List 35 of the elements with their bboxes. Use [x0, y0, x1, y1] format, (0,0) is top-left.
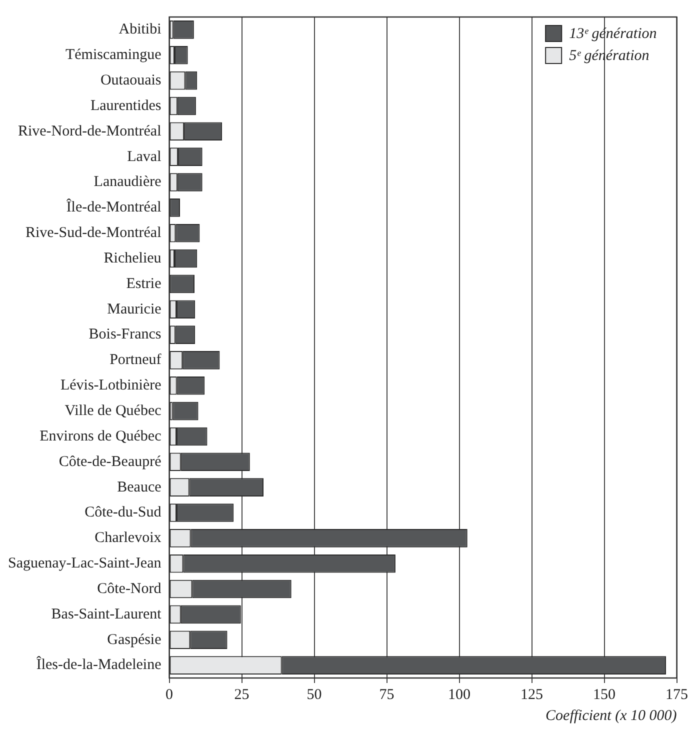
- y-tick-label: Côte-du-Sud: [84, 504, 162, 521]
- y-tick-label: Témiscamingue: [65, 47, 162, 64]
- y-tick-label: Île-de-Montréal: [66, 198, 162, 216]
- x-tick-label: 100: [448, 686, 471, 703]
- y-tick-label: Environs de Québec: [40, 428, 162, 444]
- y-tick-label: Côte-de-Beaupré: [58, 454, 162, 470]
- y-tick-label: Abitibi: [118, 22, 162, 38]
- x-tick-label: 75: [379, 686, 394, 703]
- x-tick-label: 25: [234, 686, 250, 703]
- y-tick-label: Saguenay-Lac-Saint-Jean: [8, 556, 162, 572]
- y-tick-label: Rive-Nord-de-Montréal: [18, 123, 162, 140]
- x-tick-label: 175: [666, 686, 688, 703]
- x-axis-title: Coefficient (x 10 000): [546, 708, 677, 724]
- y-tick-label: Rive-Sud-de-Montréal: [25, 225, 162, 242]
- y-tick-label: Îles-de-la-Madeleine: [36, 656, 162, 674]
- y-tick-label: Portneuf: [110, 352, 162, 368]
- y-tick-label: Bas-Saint-Laurent: [51, 606, 162, 622]
- y-tick-label: Estrie: [126, 276, 162, 292]
- x-tick-label: 0: [166, 686, 174, 703]
- x-tick-label: 150: [593, 686, 616, 703]
- y-tick-label: Richelieu: [104, 250, 162, 266]
- y-tick-label: Laval: [127, 148, 162, 165]
- y-tick-label: Bois-Francs: [88, 326, 162, 343]
- x-tick-label: 125: [520, 686, 544, 703]
- y-tick-label: Lanaudière: [94, 174, 162, 190]
- y-tick-label: Lévis-Lotbinière: [60, 378, 162, 394]
- y-tick-label: Beauce: [117, 479, 162, 496]
- y-tick-label: Gaspésie: [107, 632, 162, 648]
- y-tick-label: Ville de Québec: [64, 402, 162, 419]
- y-tick-label: Côte-Nord: [97, 580, 162, 597]
- y-tick-label: Charlevoix: [94, 530, 162, 546]
- x-tick-label: 50: [306, 686, 322, 703]
- y-tick-label: Outaouais: [100, 72, 162, 88]
- y-tick-label: Mauricie: [107, 301, 162, 318]
- y-tick-label: Laurentides: [90, 98, 162, 114]
